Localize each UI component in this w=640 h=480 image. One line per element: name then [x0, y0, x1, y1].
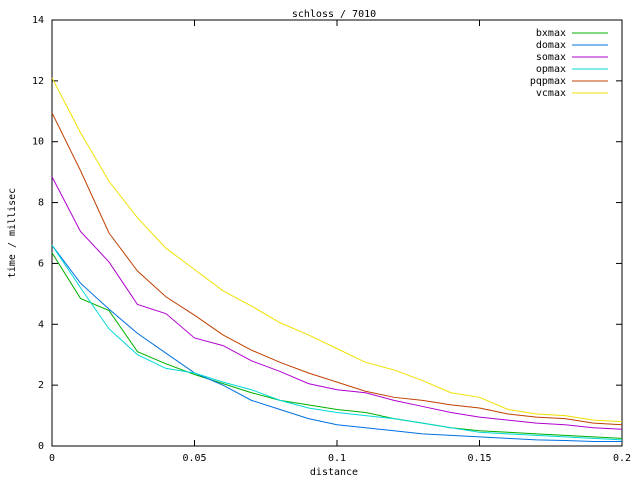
y-tick-label: 10	[32, 137, 44, 148]
y-axis-label: time / millisec	[7, 188, 18, 278]
y-tick-label: 8	[38, 198, 44, 209]
legend-label: pqpmax	[530, 76, 566, 87]
x-tick-label: 0.1	[328, 453, 346, 464]
chart-title: schloss / 7010	[292, 9, 376, 20]
data-line	[51, 252, 623, 439]
legend-label: vcmax	[536, 88, 566, 99]
y-tick-label: 0	[38, 441, 44, 452]
x-tick-label: 0.05	[182, 453, 206, 464]
data-line	[51, 112, 623, 426]
legend-label: somax	[536, 52, 566, 63]
x-axis-label: distance	[310, 467, 358, 478]
y-tick-label: 12	[32, 76, 44, 87]
x-tick-label: 0.15	[467, 453, 491, 464]
y-tick-label: 4	[38, 319, 44, 330]
data-line	[51, 176, 623, 430]
x-tick-label: 0	[49, 453, 55, 464]
data-line	[51, 244, 623, 441]
y-tick-label: 2	[38, 380, 44, 391]
y-tick-label: 14	[32, 15, 44, 26]
legend-label: opmax	[536, 64, 566, 75]
y-tick-label: 6	[38, 258, 44, 269]
x-tick-label: 0.2	[613, 453, 631, 464]
data-line	[51, 77, 623, 423]
legend-label: domax	[536, 40, 566, 51]
legend-label: bxmax	[536, 28, 566, 39]
data-line	[51, 244, 622, 442]
